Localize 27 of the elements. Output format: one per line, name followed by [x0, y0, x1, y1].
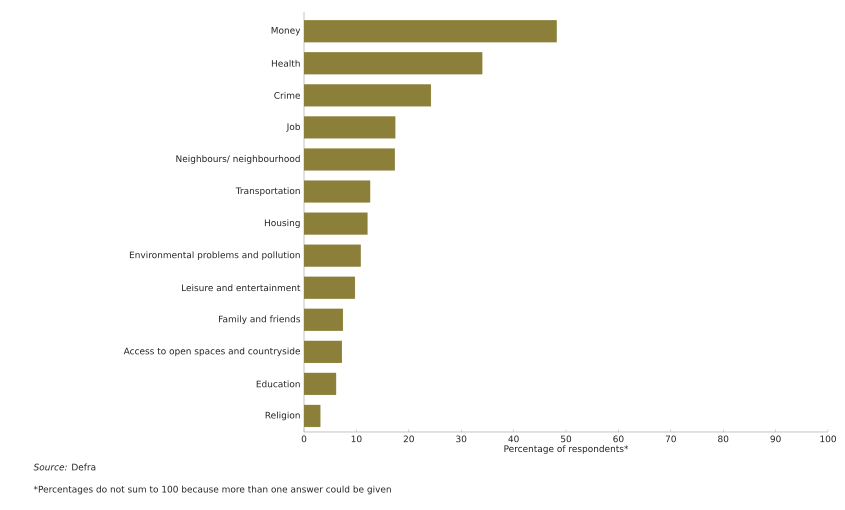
y-tick-label: Money	[272, 27, 300, 36]
y-tick-label: Crime	[274, 92, 300, 99]
text: *Percentages do not sum to 100 because more than one answer could be given	[34, 486, 391, 494]
y-tick-label: Access to open spaces and countryside	[124, 348, 300, 356]
y-tick-label: Health	[272, 60, 300, 67]
y-tick-label: Education	[256, 380, 300, 388]
y-tick-label: Religion	[266, 412, 300, 420]
x-tick-label: 50	[560, 436, 572, 442]
y-tick-label: Transportation	[236, 187, 300, 196]
x-tick-label: 20	[404, 436, 414, 442]
x-tick-label: 30	[456, 436, 466, 442]
y-tick-label: Environmental problems and pollution	[130, 251, 300, 260]
x-tick-label: 10	[352, 436, 362, 442]
x-tick-label: 40	[508, 436, 519, 442]
x-axis-title: Percentage of respondents*	[504, 445, 628, 454]
y-tick-label: Leisure and entertainment	[182, 284, 300, 292]
x-tick-label: 0	[302, 436, 306, 442]
text: Source: Defra	[34, 464, 96, 470]
x-tick-label: 100	[820, 436, 836, 442]
x-tick-label: 60	[613, 436, 624, 442]
x-tick-label: 90	[770, 436, 781, 442]
y-tick-label: Housing	[264, 219, 300, 228]
y-tick-label: Neighbours/ neighbourhood	[176, 155, 300, 164]
x-tick-label: 80	[718, 436, 728, 442]
y-tick-label: Family and friends	[219, 315, 300, 324]
x-tick-label: 70	[666, 436, 676, 442]
y-tick-label: Job	[286, 123, 300, 132]
